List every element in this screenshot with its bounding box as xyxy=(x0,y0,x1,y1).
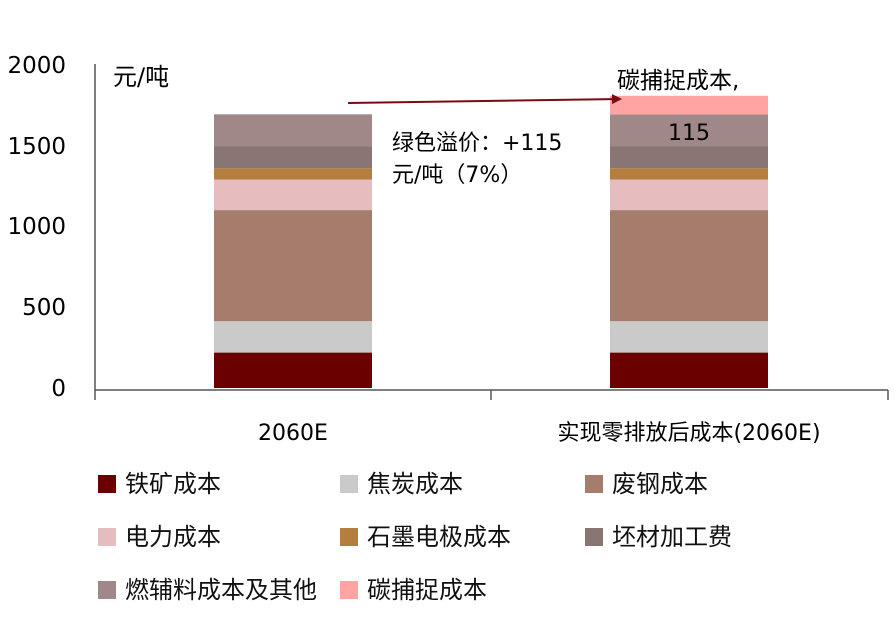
y-tick-label: 1500 xyxy=(7,134,66,160)
green-premium-annotation-line2: 元/吨（7%） xyxy=(392,163,522,188)
y-tick-label: 500 xyxy=(22,295,66,321)
bar-segment xyxy=(214,352,372,388)
green-premium-annotation-line1: 绿色溢价：+115 xyxy=(392,131,562,156)
bar-segment xyxy=(214,179,372,211)
y-tick-label: 2000 xyxy=(7,53,66,79)
ccs-annotation-label: 碳捕捉成本, xyxy=(617,68,739,94)
x-category-label: 实现零排放后成本(2060E) xyxy=(557,421,820,446)
bar-segment xyxy=(214,210,372,322)
bar-segment xyxy=(214,146,372,169)
bar-segment xyxy=(610,321,768,353)
bar-segment xyxy=(610,114,768,147)
y-unit-label: 元/吨 xyxy=(113,63,169,91)
bar-segment xyxy=(610,146,768,169)
bar-segments xyxy=(214,95,768,388)
bar-segment xyxy=(610,168,768,180)
bar-segment xyxy=(214,321,372,353)
y-tick-label: 0 xyxy=(51,376,66,402)
green-premium-arrow xyxy=(347,94,622,105)
bar-segment xyxy=(610,352,768,388)
ccs-annotation-value: 115 xyxy=(668,121,710,146)
bar-segment xyxy=(214,168,372,180)
bar-segment xyxy=(610,95,768,115)
bar-segment xyxy=(610,210,768,322)
bar-segment xyxy=(610,179,768,211)
y-tick-label: 1000 xyxy=(7,214,66,240)
bar-segment xyxy=(214,114,372,147)
x-category-label: 2060E xyxy=(258,421,328,446)
